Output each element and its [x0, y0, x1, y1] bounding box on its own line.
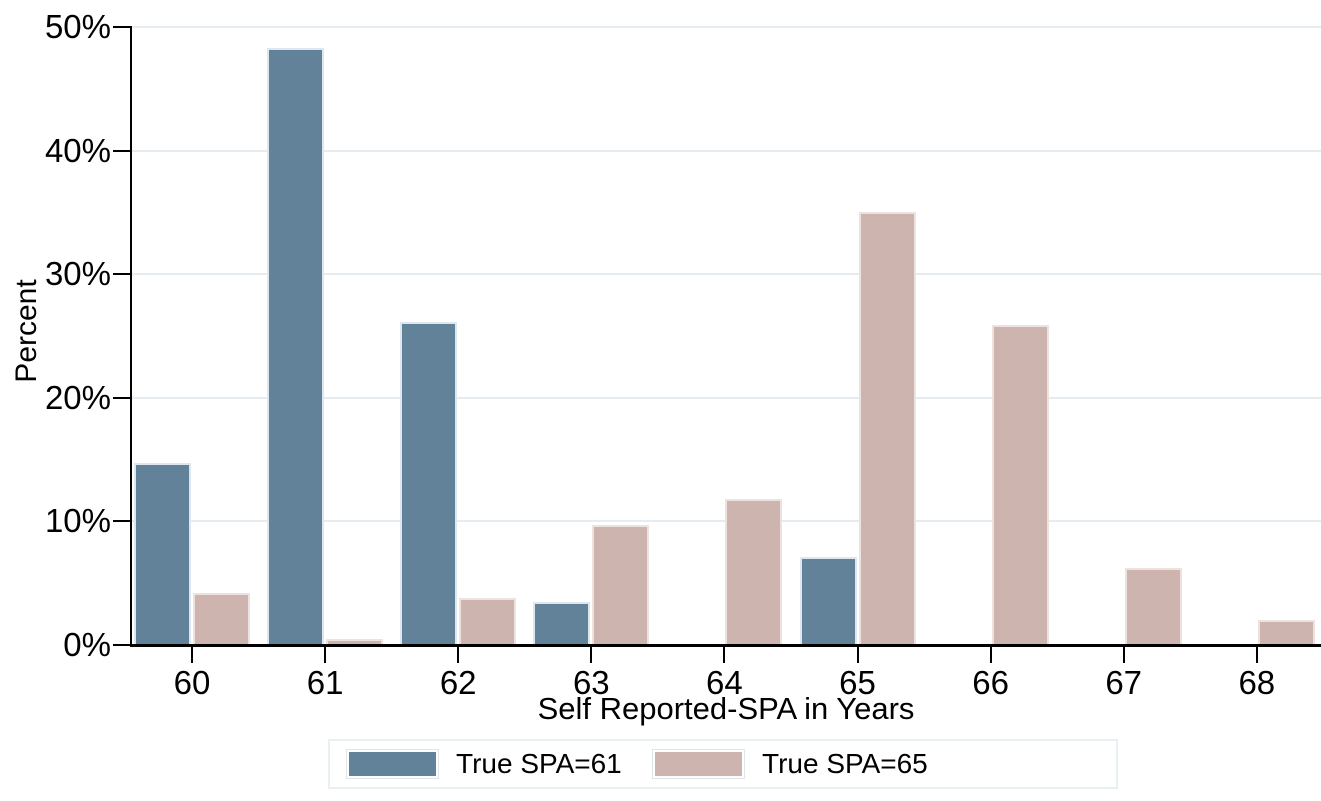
bar-truespa65-x64 — [725, 499, 783, 645]
legend-entry-true-spa-65: True SPA=65 — [652, 741, 928, 787]
x-tick-label-66: 66 — [972, 664, 1009, 701]
x-tick-64 — [723, 645, 726, 663]
y-tick-label-0: 0% — [63, 626, 111, 663]
x-tick-67 — [1122, 645, 1125, 663]
x-tick-label-65: 65 — [839, 664, 876, 701]
x-tick-66 — [989, 645, 992, 663]
x-tick-label-63: 63 — [572, 664, 610, 701]
bar-truespa65-x66 — [991, 325, 1049, 645]
bar-truespa65-x68 — [1257, 620, 1315, 645]
legend-swatch-true-spa-61 — [346, 749, 439, 779]
x-tick-label-68: 68 — [1238, 664, 1276, 701]
x-tick-63 — [590, 645, 593, 663]
bar-truespa65-x61 — [326, 639, 384, 645]
x-tick-label-67: 67 — [1105, 664, 1143, 701]
x-tick-60 — [191, 645, 193, 663]
x-tick-68 — [1255, 645, 1258, 663]
bar-truespa61-x62 — [400, 322, 458, 645]
x-tick-62 — [457, 645, 460, 663]
bar-truespa61-x61 — [267, 48, 325, 645]
y-tick-20 — [113, 396, 130, 399]
bar-truespa65-x60 — [193, 593, 250, 645]
legend-label-true-spa-61: True SPA=61 — [456, 748, 622, 779]
y-tick-label-10: 10% — [44, 502, 111, 540]
bar-truespa61-x65 — [799, 557, 857, 645]
y-tick-30 — [113, 273, 130, 276]
bar-truespa61-x60 — [134, 463, 191, 645]
y-tick-40 — [113, 149, 130, 152]
y-tick-label-20: 20% — [44, 378, 111, 416]
legend-entry-true-spa-61: True SPA=61 — [346, 741, 622, 787]
x-tick-label-61: 61 — [306, 664, 344, 701]
x-tick-label-62: 62 — [439, 664, 477, 701]
x-tick-65 — [856, 645, 859, 663]
bar-truespa65-x62 — [459, 598, 517, 645]
bar-truespa61-x63 — [533, 602, 591, 645]
y-tick-50 — [113, 26, 130, 28]
legend-label-true-spa-65: True SPA=65 — [762, 748, 928, 779]
y-axis-line — [130, 26, 132, 647]
x-tick-label-64: 64 — [706, 664, 743, 701]
gridline-30 — [131, 273, 1321, 276]
legend-swatch-true-spa-65 — [652, 749, 745, 779]
gridline-50 — [131, 26, 1321, 28]
gridline-20 — [131, 396, 1321, 399]
bar-truespa65-x65 — [858, 212, 916, 645]
y-tick-10 — [113, 520, 130, 523]
y-tick-label-40: 40% — [44, 131, 111, 169]
gridline-40 — [131, 149, 1321, 152]
y-tick-label-50: 50% — [44, 8, 111, 45]
bar-truespa65-x63 — [592, 525, 650, 645]
y-tick-0 — [113, 644, 130, 646]
x-tick-61 — [324, 645, 327, 663]
legend: True SPA=61 True SPA=65 — [328, 739, 1118, 789]
x-tick-label-60: 60 — [173, 664, 211, 701]
bar-truespa65-x67 — [1124, 568, 1182, 645]
x-axis-line — [130, 644, 1321, 647]
x-axis-title: Self Reported-SPA in Years — [537, 691, 915, 726]
y-tick-label-30: 30% — [44, 255, 111, 293]
